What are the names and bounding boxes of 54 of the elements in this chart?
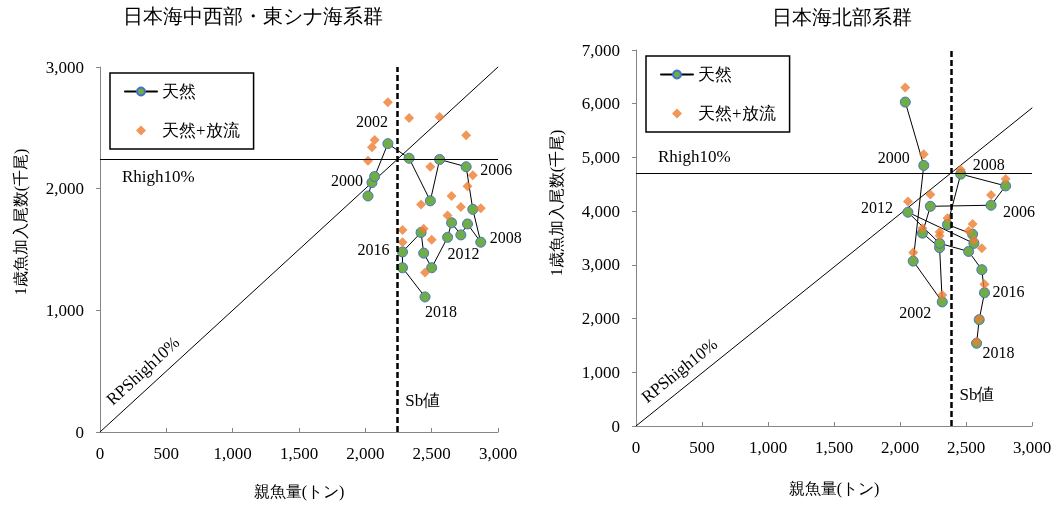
chart-title: 日本海中西部・東シナ海系群 bbox=[123, 5, 383, 27]
x-tick-label: 2,000 bbox=[346, 444, 385, 463]
ref-line-label: Sb値 bbox=[959, 384, 995, 404]
ref-line-label: Rhigh10% bbox=[122, 166, 195, 186]
x-axis-title: 親魚量(トン) bbox=[253, 482, 345, 501]
x-tick-label: 0 bbox=[631, 438, 641, 457]
x-tick-label: 1,000 bbox=[213, 444, 252, 463]
x-axis-title: 親魚量(トン) bbox=[788, 479, 880, 498]
ref-line-label: Sb値 bbox=[405, 390, 441, 410]
annotation: 2002 bbox=[899, 304, 932, 322]
annotation: 2008 bbox=[972, 155, 1005, 173]
annotation: 2000 bbox=[330, 172, 363, 190]
annotation: 2000 bbox=[877, 148, 910, 166]
y-tick-label: 3,000 bbox=[581, 255, 620, 275]
x-tick-label: 2,500 bbox=[412, 444, 451, 463]
x-tick-label: 3,000 bbox=[1012, 438, 1052, 457]
annotation: 2018 bbox=[982, 343, 1015, 361]
y-tick-label: 2,000 bbox=[581, 309, 620, 329]
y-tick-label: 1,000 bbox=[45, 300, 84, 320]
legend-label: 天然 bbox=[162, 82, 196, 101]
x-tick-label: 1,000 bbox=[748, 438, 788, 457]
annotation: 2012 bbox=[447, 244, 480, 262]
y-tick-label: 1,000 bbox=[581, 362, 620, 382]
y-tick-label: 2,000 bbox=[45, 179, 84, 199]
y-tick-label: 6,000 bbox=[581, 94, 620, 114]
legend-label: 天然+放流 bbox=[698, 104, 776, 123]
x-tick-label: 500 bbox=[153, 444, 180, 463]
x-tick-label: 1,500 bbox=[814, 438, 854, 457]
annotation: 2012 bbox=[860, 198, 893, 216]
y-tick-label: 0 bbox=[611, 416, 620, 436]
y-tick-label: 5,000 bbox=[581, 147, 620, 167]
y-tick-label: 0 bbox=[75, 422, 84, 442]
chart-title: 日本海北部系群 bbox=[772, 6, 912, 28]
annotation: 2006 bbox=[480, 161, 513, 179]
y-tick-label: 7,000 bbox=[581, 40, 620, 60]
annotation: 2006 bbox=[1003, 202, 1036, 220]
x-tick-label: 2,500 bbox=[946, 438, 986, 457]
x-tick-label: 2,000 bbox=[880, 438, 920, 457]
ref-line-label: Rhigh10% bbox=[658, 146, 731, 166]
y-axis-title: 1歳魚加入尾数(千尾) bbox=[547, 129, 566, 277]
x-tick-label: 500 bbox=[689, 438, 715, 457]
x-tick-label: 0 bbox=[95, 444, 105, 463]
annotation: 2016 bbox=[357, 241, 390, 259]
y-tick-label: 3,000 bbox=[45, 57, 84, 77]
legend-label: 天然+放流 bbox=[162, 121, 240, 140]
annotation: 2018 bbox=[425, 303, 458, 321]
x-tick-label: 1,500 bbox=[279, 444, 319, 463]
x-tick-label: 3,000 bbox=[478, 444, 518, 463]
y-tick-label: 4,000 bbox=[581, 201, 620, 221]
legend-label: 天然 bbox=[698, 65, 732, 84]
y-axis-title: 1歳魚加入尾数(千尾) bbox=[11, 148, 30, 296]
annotation: 2016 bbox=[992, 283, 1025, 301]
annotation: 2002 bbox=[355, 113, 388, 131]
annotation: 2008 bbox=[489, 228, 522, 246]
